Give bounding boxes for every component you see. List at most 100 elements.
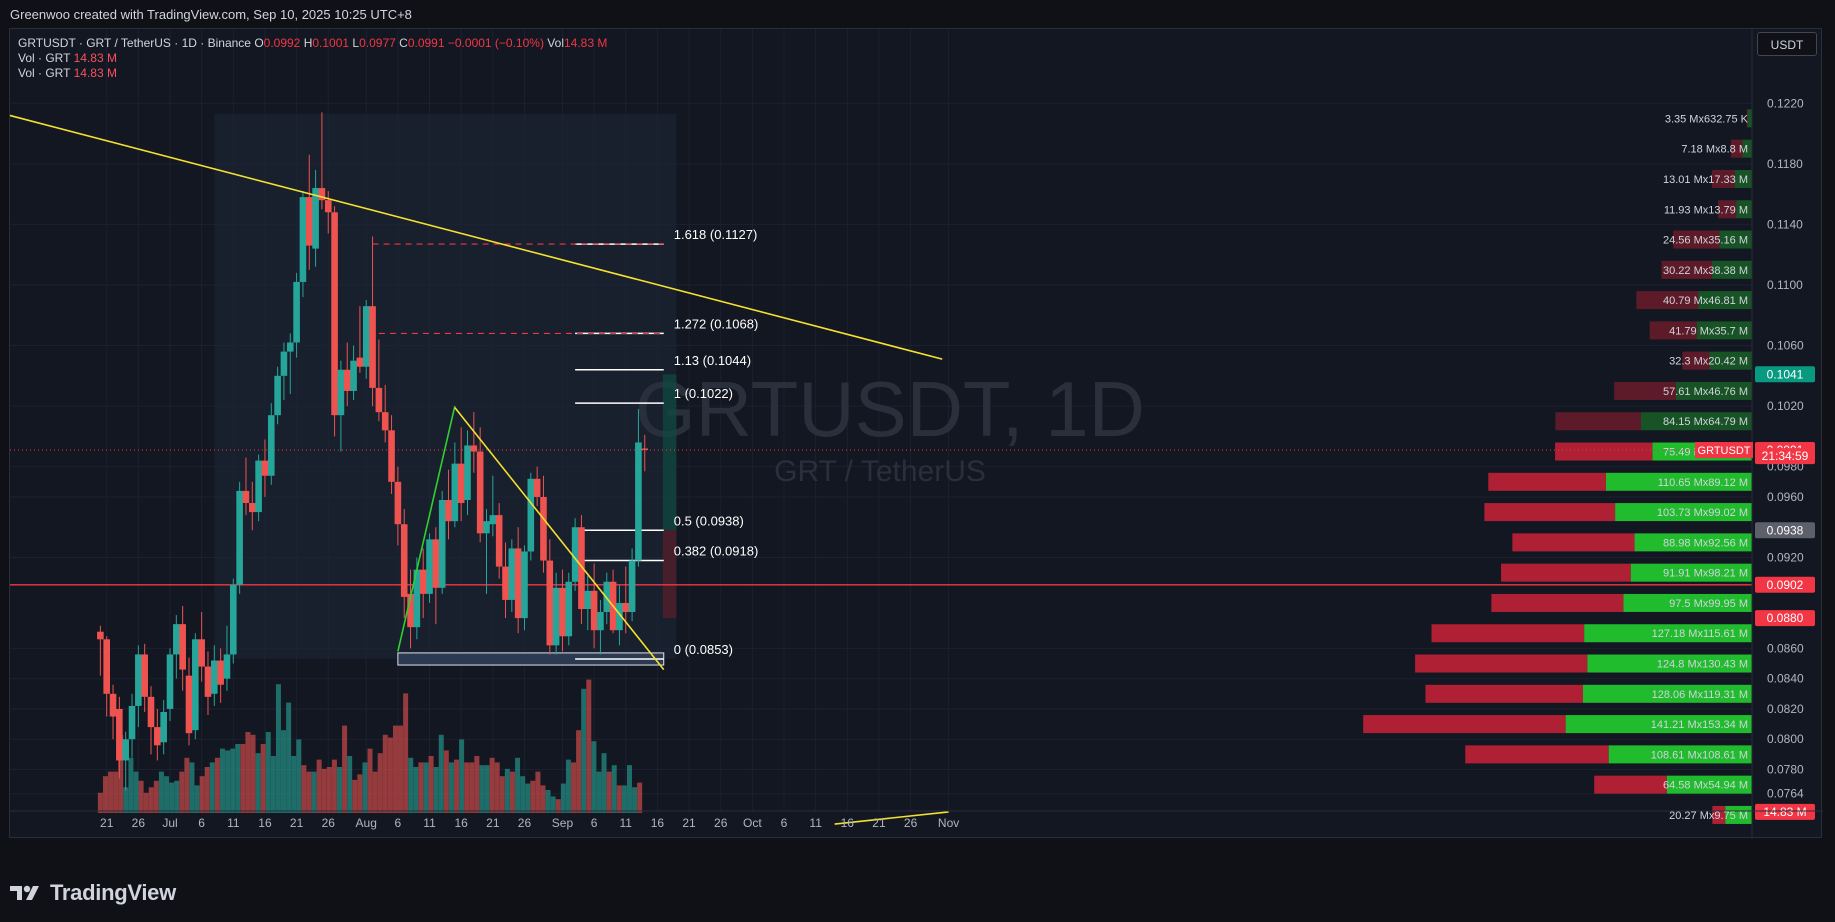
volume-bar [184,757,190,813]
candle-body [438,499,446,588]
volume-profile-up-bar [1725,805,1752,824]
volume-bar [403,693,409,813]
candle-body [116,708,123,761]
volume-profile-down-bar [1512,533,1635,552]
candle-body [565,581,573,637]
volume-profile-down-bar [1484,503,1616,522]
volume-profile-down-bar [1425,684,1583,703]
candle-body [305,197,313,246]
price-tick-label: 0.1100 [1767,278,1803,292]
candle-body [362,306,370,367]
volume-bar [113,771,119,813]
volume-bar [515,757,521,813]
candle-body [628,560,636,613]
volume-bar [418,762,424,813]
volume-profile-up-bar [1675,381,1752,400]
candle-body [584,590,592,610]
volume-profile-down-bar [1555,442,1653,461]
candle-body [590,590,598,631]
volume-profile-up-bar [1608,745,1752,764]
price-tick-label: 0.0800 [1767,732,1804,746]
candle-body [109,693,117,717]
time-tick-label: 11 [227,816,240,830]
time-tick-label: 21 [100,816,114,830]
volume-profile-down-bar [1636,291,1699,310]
volume-profile-label: 124.8 Mx130.43 M [1657,659,1748,671]
candle-body [230,584,237,655]
candle-body [128,705,136,740]
volume-bar [326,767,332,813]
candle-body [527,478,535,552]
brand[interactable]: TradingView [10,880,176,906]
currency-button[interactable]: USDT [1757,32,1817,56]
volume-profile-down-bar [1555,412,1641,431]
volume-profile-label: 13.01 Mx17.33 M [1663,174,1748,186]
volume-bar [265,732,271,813]
volume-bar [255,753,261,813]
candle-body [426,539,433,594]
time-tick-label: 21 [872,816,886,830]
volume-bar [260,744,266,813]
legend-vol-1-label: Vol · GRT [18,51,71,65]
volume-profile-up-bar [1623,593,1752,612]
time-tick-label: 11 [809,816,822,830]
volume-bar [275,684,281,813]
time-tick-label: 26 [904,816,918,830]
volume-profile-down-bar [1711,169,1735,188]
volume-bar [540,785,546,813]
volume-profile-down-bar [1594,775,1667,794]
volume-bar [372,771,378,813]
volume-bar [494,762,500,813]
legend-symbol[interactable]: GRTUSDT · GRT / TetherUS · 1D · Binance [18,36,251,50]
candle-body [502,566,509,600]
legend-vol-2[interactable]: Vol · GRT 14.83 M [18,66,117,80]
price-tick-label: 0.0860 [1767,641,1804,655]
volume-profile-up-bar [1615,503,1752,522]
volume-profile-up-bar [1709,351,1752,370]
candle-body [217,660,224,685]
volume-bar [428,755,434,813]
volume-bar [545,790,551,813]
candle-body [286,342,294,352]
volume-profile-down-bar [1682,351,1710,370]
volume-profile-label: 32.3 Mx20.42 M [1669,356,1748,368]
volume-bar [230,748,236,813]
fib-level-label: 1.272 (0.1068) [674,316,759,331]
price-tick-label: 0.1060 [1767,339,1804,353]
price-badge: 0.0902 [1767,578,1804,592]
volume-bar [235,744,241,813]
time-tick-label: 16 [455,816,469,830]
legend-close-label: C [399,36,408,50]
time-tick-label: 26 [714,816,728,830]
volume-profile-down-bar [1415,654,1588,673]
volume-bar [153,780,159,813]
volume-bar [489,757,495,813]
volume-bar [581,688,587,813]
legend-vol-1[interactable]: Vol · GRT 14.83 M [18,51,117,65]
time-tick-label: 26 [132,816,146,830]
volume-bar [138,780,144,813]
volume-bar [423,762,429,813]
candle-body [514,548,522,619]
candle-body [641,448,649,451]
volume-profile-label: 24.56 Mx35.16 M [1663,235,1748,247]
candle-body [464,445,471,500]
candle-body [185,675,193,734]
time-tick-label: 21 [290,816,304,830]
volume-bar [464,762,470,813]
volume-bar [571,762,577,813]
volume-profile-label: 88.98 Mx92.56 M [1663,537,1748,549]
fib-level-label: 1.618 (0.1127) [674,227,758,242]
candle-body [166,654,174,709]
time-tick-label: 21 [486,816,500,830]
volume-bar [214,757,220,813]
volume-profile-up-bar [1719,230,1752,249]
candle-body [546,560,554,646]
chart-frame[interactable]: GRTUSDT, 1D GRT / TetherUS 3.35 Mx632.75 K… [9,28,1823,839]
candle-body [350,360,357,391]
volume-profile-label: 103.73 Mx99.02 M [1657,507,1748,519]
candle-body [160,711,167,743]
legend-vol-1-value: 14.83 M [73,51,117,65]
volume-bar [438,734,444,813]
